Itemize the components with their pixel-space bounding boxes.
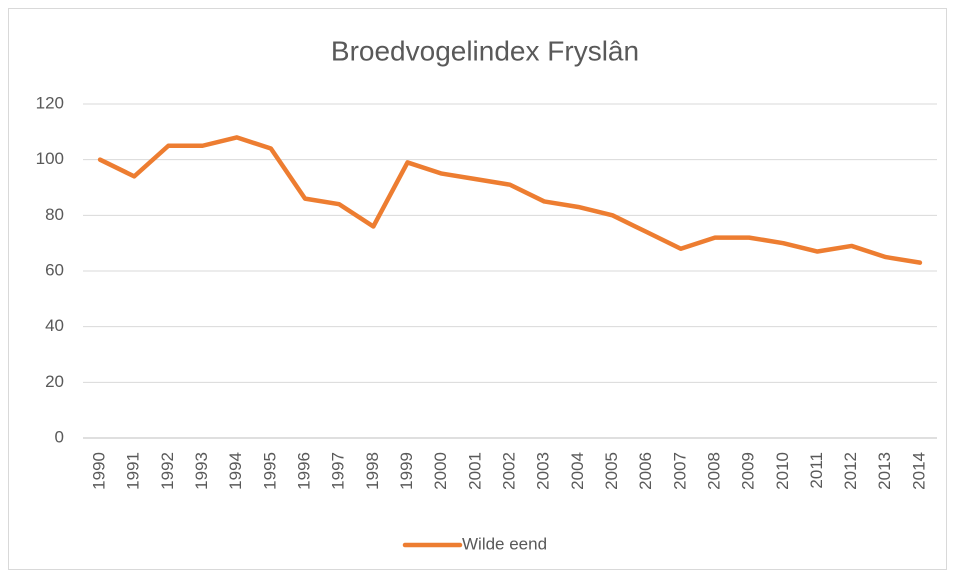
x-tick-label: 1997 xyxy=(329,452,348,490)
x-tick-label: 1993 xyxy=(192,452,211,490)
x-tick-label: 2007 xyxy=(670,452,689,490)
x-tick-label: 2008 xyxy=(704,452,723,490)
x-tick-label: 2013 xyxy=(875,452,894,490)
x-tick-label: 2012 xyxy=(841,452,860,490)
x-tick-label: 2011 xyxy=(807,452,826,489)
x-tick-label: 2003 xyxy=(534,452,553,490)
y-tick-label: 40 xyxy=(45,316,64,335)
x-tick-label: 1998 xyxy=(363,452,382,490)
y-tick-label: 100 xyxy=(36,149,64,168)
x-tick-label: 2005 xyxy=(602,452,621,490)
x-tick-label: 1992 xyxy=(158,452,177,490)
y-tick-label: 80 xyxy=(45,205,64,224)
y-tick-label: 120 xyxy=(36,93,64,112)
x-tick-label: 2001 xyxy=(465,452,484,490)
x-tick-label: 1995 xyxy=(260,452,279,490)
x-tick-label: 2002 xyxy=(499,452,518,490)
chart-title: Broedvogelindex Fryslân xyxy=(331,35,639,66)
chart-border xyxy=(8,8,947,570)
x-tick-label: 2010 xyxy=(773,452,792,490)
data-line xyxy=(97,135,923,265)
x-tick-label: 2014 xyxy=(909,452,928,490)
x-tick-label: 2000 xyxy=(431,452,450,490)
x-tick-label: 1996 xyxy=(295,452,314,490)
legend-label: Wilde eend xyxy=(462,534,547,553)
y-tick-label: 0 xyxy=(55,427,64,446)
x-tick-label: 1990 xyxy=(90,452,109,490)
x-tick-label: 2009 xyxy=(739,452,758,490)
x-tick-label: 1994 xyxy=(226,452,245,490)
x-tick-label: 1999 xyxy=(397,452,416,490)
y-tick-label: 60 xyxy=(45,260,64,279)
x-tick-label: 2004 xyxy=(568,452,587,490)
x-tick-label: 1991 xyxy=(124,452,143,490)
y-tick-label: 20 xyxy=(45,372,64,391)
x-tick-label: 2006 xyxy=(636,452,655,490)
